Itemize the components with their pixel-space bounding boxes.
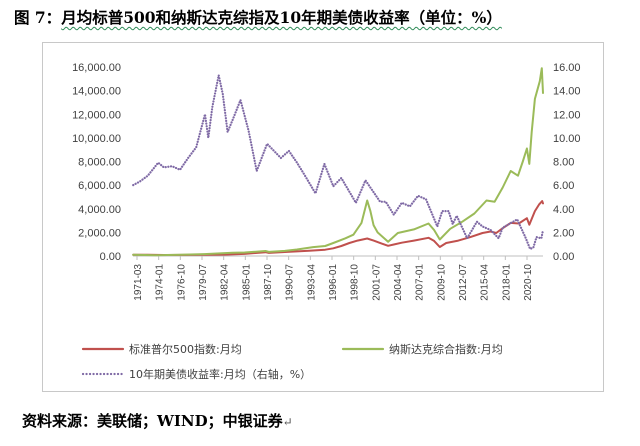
x-axis-tick-label: 1987-10 <box>263 264 274 301</box>
right-axis-tick-label: 8.00 <box>553 157 574 169</box>
right-axis-tick-label: 16.00 <box>553 62 581 74</box>
x-axis-tick-label: 1979-07 <box>198 264 209 301</box>
source-text: 资料来源：美联储；WIND；中银证券 <box>22 412 283 430</box>
series-line-2 <box>132 74 545 250</box>
x-axis-tick-label: 1985-01 <box>241 264 252 301</box>
x-axis-tick-label: 1998-10 <box>350 264 361 301</box>
right-axis-tick-label: 6.00 <box>553 180 574 192</box>
left-axis-tick-label: 16,000.00 <box>72 62 121 74</box>
left-axis-tick-label: 6,000.00 <box>78 180 121 192</box>
left-axis-tick-label: 8,000.00 <box>78 157 121 169</box>
figure-title-main: 月均标普500和纳斯达克综指及10年期美债收益率（单位：%） <box>61 8 502 27</box>
left-axis-tick-label: 14,000.00 <box>72 86 121 98</box>
chart-svg: 0.00 2,000.00 4,000.00 6,000.00 8,000.00 10,0… <box>72 62 581 381</box>
x-axis-tick-label: 2001-07 <box>371 264 382 301</box>
x-axis-tick-label: 1976-10 <box>176 264 187 301</box>
x-axis-tick-label: 2007-01 <box>415 264 426 301</box>
series-line-0 <box>132 200 544 256</box>
right-axis-tick-label: 4.00 <box>553 204 574 216</box>
x-axis-tick-label: 1996-01 <box>328 264 339 301</box>
right-axis-tick-label: 14.00 <box>553 86 581 98</box>
x-axis-tick-label: 2012-07 <box>458 264 469 301</box>
x-axis-tick-label: 2020-10 <box>523 264 534 301</box>
right-axis-tick-label: 0.00 <box>553 251 574 263</box>
legend-label-2: 10年期美债收益率:月均（右轴，%） <box>129 367 311 381</box>
left-axis-tick-label: 4,000.00 <box>78 204 121 216</box>
legend-label-1: 纳斯达克综合指数:月均 <box>389 342 503 356</box>
x-axis-tick-label: 1993-04 <box>306 264 317 301</box>
x-axis-tick-label: 1971-03 <box>133 264 144 301</box>
figure-title: 图 7：月均标普500和纳斯达克综指及10年期美债收益率（单位：%） <box>14 6 502 28</box>
x-axis-tick-label: 2009-10 <box>436 264 447 301</box>
right-axis-tick-label: 10.00 <box>553 133 581 145</box>
chart-frame: 0.00 2,000.00 4,000.00 6,000.00 8,000.00 10,0… <box>42 42 604 392</box>
x-axis-tick-label: 2015-04 <box>480 264 491 301</box>
left-axis-tick-label: 10,000.00 <box>72 133 121 145</box>
x-axis-tick-label: 2018-01 <box>501 264 512 301</box>
figure-title-prefix: 图 7： <box>14 8 62 27</box>
series-line-1 <box>132 67 544 257</box>
x-axis-tick-label: 2004-04 <box>393 264 404 301</box>
x-axis-tick-label: 1990-07 <box>285 264 296 301</box>
left-axis-tick-label: 2,000.00 <box>78 227 121 239</box>
legend-label-0: 标准普尔500指数:月均 <box>129 342 242 356</box>
right-axis-tick-label: 12.00 <box>553 109 581 121</box>
x-axis-tick-label: 1974-01 <box>155 264 166 301</box>
paragraph-mark-icon: ↵ <box>282 415 293 429</box>
source-note: 资料来源：美联储；WIND；中银证券↵ <box>22 410 293 431</box>
right-axis-tick-label: 2.00 <box>553 227 574 239</box>
x-axis-tick-label: 1982-04 <box>220 264 231 301</box>
left-axis-tick-label: 12,000.00 <box>72 109 121 121</box>
left-axis-tick-label: 0.00 <box>100 251 121 263</box>
